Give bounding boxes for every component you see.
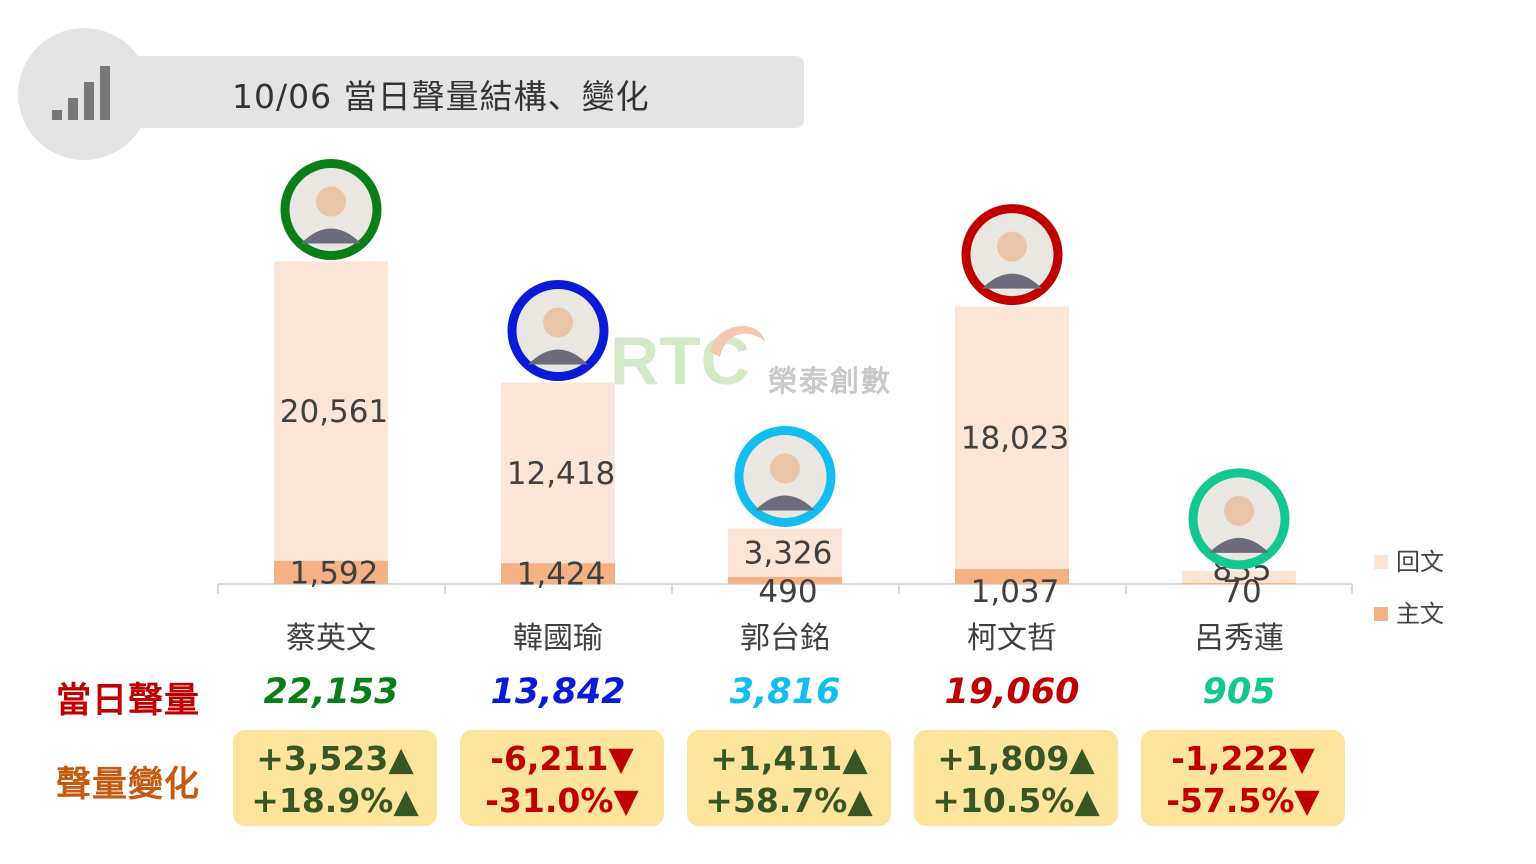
daily-total-value: 22,153	[263, 672, 399, 712]
avatar-face-icon	[543, 307, 573, 338]
change-percent: +18.9%▲	[251, 781, 419, 820]
data-label-main: 490	[758, 574, 817, 610]
daily-total-value: 905	[1202, 672, 1276, 712]
page-title: 10/06 當日聲量結構、變化	[232, 77, 650, 116]
change-percent: -31.0%▼	[485, 781, 639, 820]
change-box: +3,523▲ +18.9%▲	[233, 730, 437, 826]
legend-label-reply: 回文	[1396, 548, 1444, 576]
data-label-reply: 20,561	[280, 394, 388, 430]
legend-swatch-reply	[1374, 555, 1388, 569]
change-percent: +58.7%▲	[705, 781, 873, 820]
bar-main	[1182, 582, 1296, 584]
header-bar	[80, 56, 804, 128]
watermark-swoosh-icon	[710, 325, 765, 357]
bar-reply	[728, 528, 842, 577]
daily-total-value: 3,816	[729, 672, 841, 712]
avatar-body-icon	[528, 349, 588, 365]
change-box: +1,411▲ +58.7%▲	[687, 730, 891, 826]
category-label: 韓國瑜	[513, 621, 603, 656]
avatar-body-icon	[982, 273, 1042, 289]
legend-item-main: 主文	[1374, 594, 1444, 629]
daily-total-value: 19,060	[944, 672, 1080, 712]
bar-reply	[501, 382, 615, 564]
change-box: -6,211▼ -31.0%▼	[460, 730, 664, 826]
change-absolute: -1,222▼	[1171, 739, 1315, 778]
legend-label-main: 主文	[1396, 600, 1444, 628]
avatar-face-icon	[770, 453, 800, 484]
change-absolute: +3,523▲	[256, 739, 414, 778]
change-box: +1,809▲ +10.5%▲	[914, 730, 1118, 826]
avatar-face-icon	[997, 231, 1027, 262]
daily-total-value: 13,842	[490, 672, 626, 712]
watermark-logo: RTC	[610, 323, 765, 396]
bar-reply	[1182, 570, 1296, 583]
avatar-face-icon	[1224, 495, 1254, 526]
watermark-text: 榮泰創數	[768, 364, 893, 398]
data-label-main: 1,037	[971, 574, 1060, 610]
category-label: 郭台銘	[740, 621, 830, 656]
daily-volume-label: 當日聲量	[56, 681, 201, 721]
bar-main	[501, 563, 615, 584]
change-absolute: -6,211▼	[490, 739, 634, 778]
change-percent: -57.5%▼	[1166, 781, 1320, 820]
change-box: -1,222▼ -57.5%▼	[1141, 730, 1345, 826]
data-label-main: 1,424	[517, 557, 606, 593]
category-label: 蔡英文	[286, 621, 376, 656]
legend-item-reply: 回文	[1374, 542, 1444, 577]
category-label: 呂秀蓮	[1194, 621, 1284, 656]
volume-change-label: 聲量變化	[56, 765, 201, 805]
bar-reply	[955, 306, 1069, 569]
data-label-reply: 3,326	[744, 536, 833, 572]
bar-main	[274, 560, 388, 584]
legend-swatch-main	[1374, 607, 1388, 621]
bar-main	[955, 568, 1069, 584]
bar-main	[728, 576, 842, 584]
avatar-body-icon	[301, 228, 361, 244]
avatar-face-icon	[316, 186, 346, 217]
avatar-body-icon	[1209, 537, 1269, 553]
change-percent: +10.5%▲	[932, 781, 1100, 820]
avatar-body-icon	[755, 495, 815, 511]
change-absolute: +1,411▲	[710, 739, 868, 778]
bar-chart-icon	[52, 66, 110, 120]
category-label: 柯文哲	[967, 621, 1057, 656]
data-label-reply: 12,418	[507, 456, 615, 492]
change-absolute: +1,809▲	[937, 739, 1095, 778]
data-label-main: 1,592	[290, 555, 379, 591]
data-label-reply: 18,023	[961, 421, 1069, 457]
bar-reply	[274, 261, 388, 561]
data-label-main: 70	[1222, 574, 1261, 610]
